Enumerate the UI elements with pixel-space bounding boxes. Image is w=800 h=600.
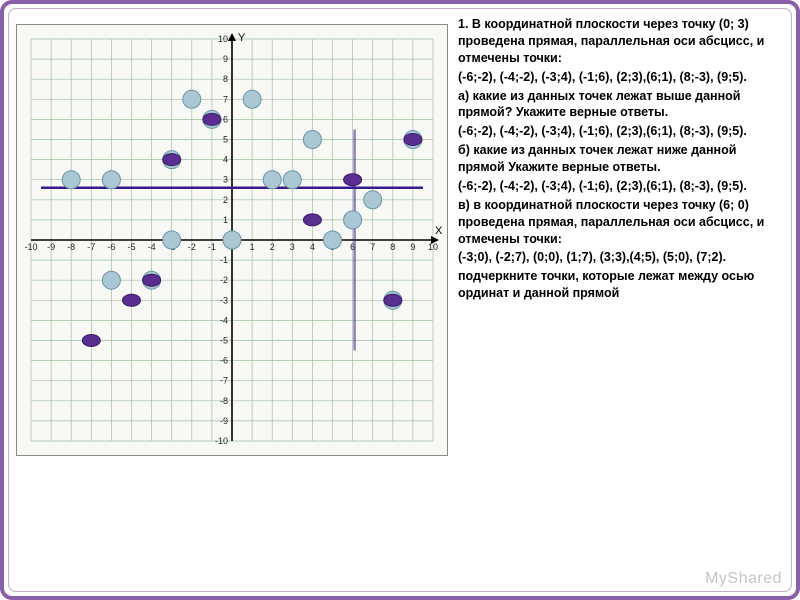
svg-text:-10: -10 [24, 242, 37, 252]
svg-text:3: 3 [223, 175, 228, 185]
svg-text:-5: -5 [220, 336, 228, 346]
svg-text:-2: -2 [220, 275, 228, 285]
watermark: MyShared [705, 570, 782, 588]
svg-text:2: 2 [270, 242, 275, 252]
svg-text:8: 8 [390, 242, 395, 252]
svg-text:-5: -5 [127, 242, 135, 252]
coordinate-chart: -10 -9 -8 -7 -6 -5 -4 -3 -2 -1 1 2 3 4 5 6 7 8 9 10 -10 -9 -8 -… [16, 24, 448, 456]
svg-text:1: 1 [223, 215, 228, 225]
svg-text:1: 1 [250, 242, 255, 252]
svg-text:4: 4 [310, 242, 315, 252]
svg-text:4: 4 [223, 155, 228, 165]
svg-text:Y: Y [238, 32, 246, 44]
svg-text:X: X [435, 225, 443, 237]
svg-text:-7: -7 [220, 376, 228, 386]
svg-text:-8: -8 [67, 242, 75, 252]
svg-text:8: 8 [223, 74, 228, 84]
svg-text:-7: -7 [87, 242, 95, 252]
svg-text:-9: -9 [47, 242, 55, 252]
svg-text:10: 10 [218, 34, 228, 44]
svg-text:-2: -2 [188, 242, 196, 252]
svg-text:5: 5 [223, 135, 228, 145]
svg-text:-6: -6 [107, 242, 115, 252]
svg-text:-8: -8 [220, 396, 228, 406]
svg-text:-1: -1 [220, 255, 228, 265]
svg-text:9: 9 [223, 54, 228, 64]
svg-text:-1: -1 [208, 242, 216, 252]
svg-text:7: 7 [223, 94, 228, 104]
svg-text:-10: -10 [215, 436, 228, 446]
svg-text:3: 3 [290, 242, 295, 252]
svg-text:6: 6 [223, 114, 228, 124]
svg-text:-4: -4 [148, 242, 156, 252]
svg-text:7: 7 [370, 242, 375, 252]
svg-text:2: 2 [223, 195, 228, 205]
svg-text:9: 9 [410, 242, 415, 252]
svg-text:-9: -9 [220, 416, 228, 426]
svg-text:10: 10 [428, 242, 438, 252]
svg-text:-6: -6 [220, 356, 228, 366]
svg-text:-3: -3 [220, 295, 228, 305]
svg-text:-4: -4 [220, 315, 228, 325]
